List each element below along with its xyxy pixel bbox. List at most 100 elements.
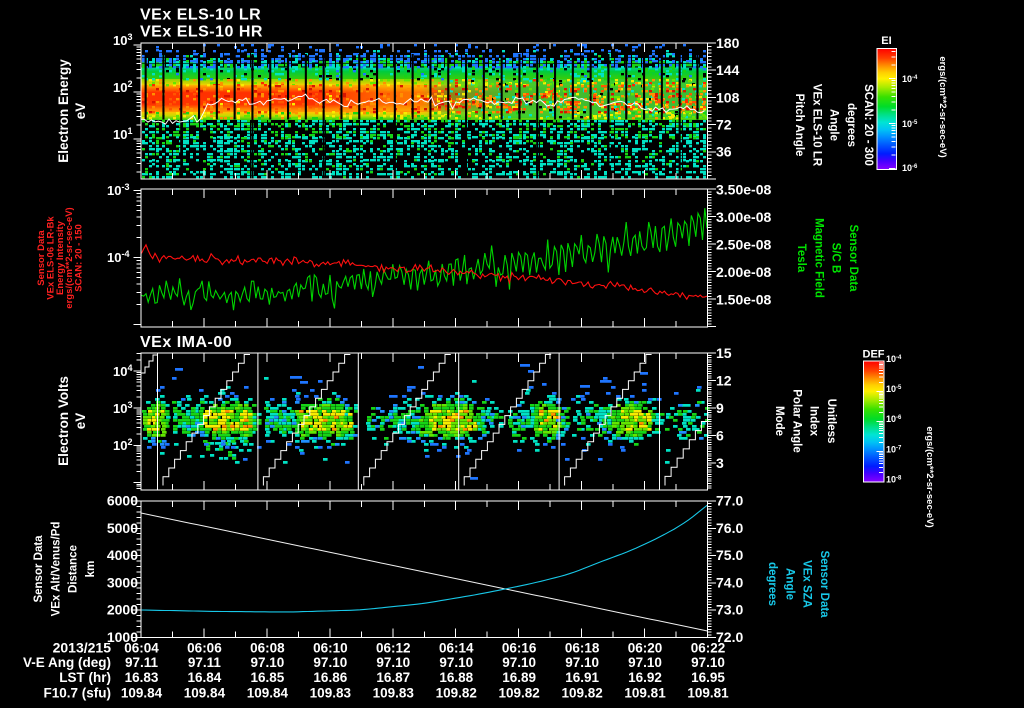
- svg-text:10-5: 10-5: [902, 119, 918, 129]
- svg-text:72.0: 72.0: [716, 629, 743, 645]
- svg-text:LST (hr): LST (hr): [59, 670, 111, 685]
- svg-text:ergs/(cm**2-sr-sec-eV): ergs/(cm**2-sr-sec-eV): [924, 426, 935, 527]
- svg-text:06:18: 06:18: [565, 641, 600, 656]
- svg-text:2.50e-08: 2.50e-08: [716, 237, 771, 253]
- svg-text:degrees: degrees: [766, 562, 778, 606]
- svg-text:Energy Intensity: Energy Intensity: [55, 220, 66, 295]
- svg-text:3000: 3000: [107, 574, 138, 590]
- svg-text:73.0: 73.0: [716, 602, 743, 618]
- svg-text:109.84: 109.84: [247, 686, 289, 701]
- svg-text:Unitless: Unitless: [825, 399, 837, 444]
- svg-text:F10.7 (sfu): F10.7 (sfu): [43, 686, 111, 701]
- svg-text:103: 103: [113, 32, 132, 48]
- svg-text:2000: 2000: [107, 602, 138, 618]
- svg-text:144: 144: [716, 62, 740, 78]
- svg-text:101: 101: [113, 126, 132, 142]
- svg-text:97.10: 97.10: [250, 655, 284, 670]
- svg-text:36: 36: [716, 144, 732, 160]
- svg-text:VEx ELS-10 LR: VEx ELS-10 LR: [140, 7, 261, 24]
- svg-text:16.84: 16.84: [188, 670, 222, 685]
- svg-text:97.11: 97.11: [188, 655, 222, 670]
- svg-text:Magnetic Field: Magnetic Field: [812, 218, 824, 298]
- svg-text:16.95: 16.95: [691, 670, 725, 685]
- svg-text:16.86: 16.86: [313, 670, 347, 685]
- svg-text:16.91: 16.91: [565, 670, 599, 685]
- svg-text:97.10: 97.10: [565, 655, 599, 670]
- svg-text:103: 103: [113, 400, 132, 416]
- svg-text:16.87: 16.87: [376, 670, 410, 685]
- svg-text:5000: 5000: [107, 520, 138, 536]
- svg-text:180: 180: [716, 35, 740, 51]
- svg-text:1000: 1000: [107, 629, 138, 645]
- svg-text:72: 72: [716, 117, 732, 133]
- svg-text:102: 102: [113, 79, 132, 95]
- svg-text:Tesla: Tesla: [795, 244, 807, 273]
- svg-text:Pitch Angle: Pitch Angle: [793, 94, 805, 157]
- svg-text:Polar Angle: Polar Angle: [790, 389, 802, 452]
- svg-text:06:06: 06:06: [187, 641, 222, 656]
- svg-text:9: 9: [716, 400, 724, 416]
- svg-text:VEx ELS-10 LR: VEx ELS-10 LR: [810, 84, 822, 167]
- svg-text:SCAN: 20 - 150: SCAN: 20 - 150: [74, 224, 85, 292]
- svg-text:06:20: 06:20: [628, 641, 663, 656]
- svg-text:Sensor Data: Sensor Data: [847, 224, 859, 292]
- svg-text:degrees: degrees: [845, 103, 857, 147]
- svg-text:Index: Index: [808, 406, 820, 437]
- svg-text:V-E Ang (deg): V-E Ang (deg): [23, 655, 111, 670]
- svg-text:104: 104: [113, 363, 132, 379]
- svg-text:75.0: 75.0: [716, 547, 743, 563]
- svg-text:15: 15: [716, 345, 732, 361]
- svg-text:km: km: [85, 561, 97, 578]
- svg-text:Mode: Mode: [773, 406, 785, 436]
- svg-text:109.81: 109.81: [687, 686, 729, 701]
- svg-text:10-6: 10-6: [902, 163, 918, 173]
- svg-text:eV: eV: [73, 103, 88, 120]
- svg-text:109.82: 109.82: [561, 686, 602, 701]
- svg-text:97.10: 97.10: [439, 655, 473, 670]
- svg-text:6000: 6000: [107, 493, 138, 509]
- svg-text:10-8: 10-8: [886, 475, 902, 485]
- svg-text:ergs/(cm**2-sr-sec-eV): ergs/(cm**2-sr-sec-eV): [64, 207, 75, 308]
- svg-text:97.11: 97.11: [125, 655, 159, 670]
- svg-text:eV: eV: [73, 413, 88, 430]
- svg-text:97.10: 97.10: [691, 655, 725, 670]
- svg-text:4000: 4000: [107, 547, 138, 563]
- svg-text:109.84: 109.84: [121, 686, 163, 701]
- svg-text:3.50e-08: 3.50e-08: [716, 182, 771, 198]
- svg-text:3.00e-08: 3.00e-08: [716, 209, 771, 225]
- svg-text:Angle: Angle: [828, 109, 840, 141]
- svg-text:DEF: DEF: [863, 349, 885, 361]
- svg-text:VEx IMA-00: VEx IMA-00: [140, 334, 232, 351]
- svg-text:10-3: 10-3: [107, 182, 129, 198]
- svg-text:97.10: 97.10: [502, 655, 536, 670]
- svg-text:102: 102: [113, 437, 132, 453]
- svg-text:S/C B: S/C B: [830, 243, 842, 274]
- svg-text:16.83: 16.83: [125, 670, 159, 685]
- svg-text:3: 3: [716, 455, 724, 471]
- svg-text:EI: EI: [881, 35, 891, 47]
- svg-text:1.50e-08: 1.50e-08: [716, 292, 771, 308]
- svg-text:Sensor Data: Sensor Data: [36, 230, 47, 286]
- svg-text:97.10: 97.10: [376, 655, 410, 670]
- svg-text:Electron Energy: Electron Energy: [56, 59, 71, 163]
- svg-text:Electron Volts: Electron Volts: [56, 376, 71, 466]
- svg-text:Sensor Data: Sensor Data: [818, 550, 830, 618]
- svg-text:109.83: 109.83: [373, 686, 415, 701]
- svg-text:06:22: 06:22: [691, 641, 726, 656]
- svg-text:109.83: 109.83: [310, 686, 352, 701]
- svg-text:Angle: Angle: [783, 568, 795, 600]
- svg-text:12: 12: [716, 373, 732, 389]
- svg-text:109.84: 109.84: [184, 686, 226, 701]
- svg-text:108: 108: [716, 89, 740, 105]
- svg-text:06:08: 06:08: [250, 641, 285, 656]
- svg-text:76.0: 76.0: [716, 520, 743, 536]
- svg-text:10-5: 10-5: [886, 384, 902, 394]
- svg-text:VEx ELS-10 HR: VEx ELS-10 HR: [140, 24, 263, 41]
- svg-text:Sensor Data: Sensor Data: [33, 535, 45, 603]
- svg-text:16.85: 16.85: [250, 670, 284, 685]
- svg-text:10-4: 10-4: [902, 74, 918, 84]
- svg-text:Distance: Distance: [68, 545, 80, 593]
- svg-text:97.10: 97.10: [313, 655, 347, 670]
- svg-text:VEx ELS-06 LR-Bk: VEx ELS-06 LR-Bk: [45, 216, 56, 300]
- svg-text:10-4: 10-4: [886, 354, 902, 364]
